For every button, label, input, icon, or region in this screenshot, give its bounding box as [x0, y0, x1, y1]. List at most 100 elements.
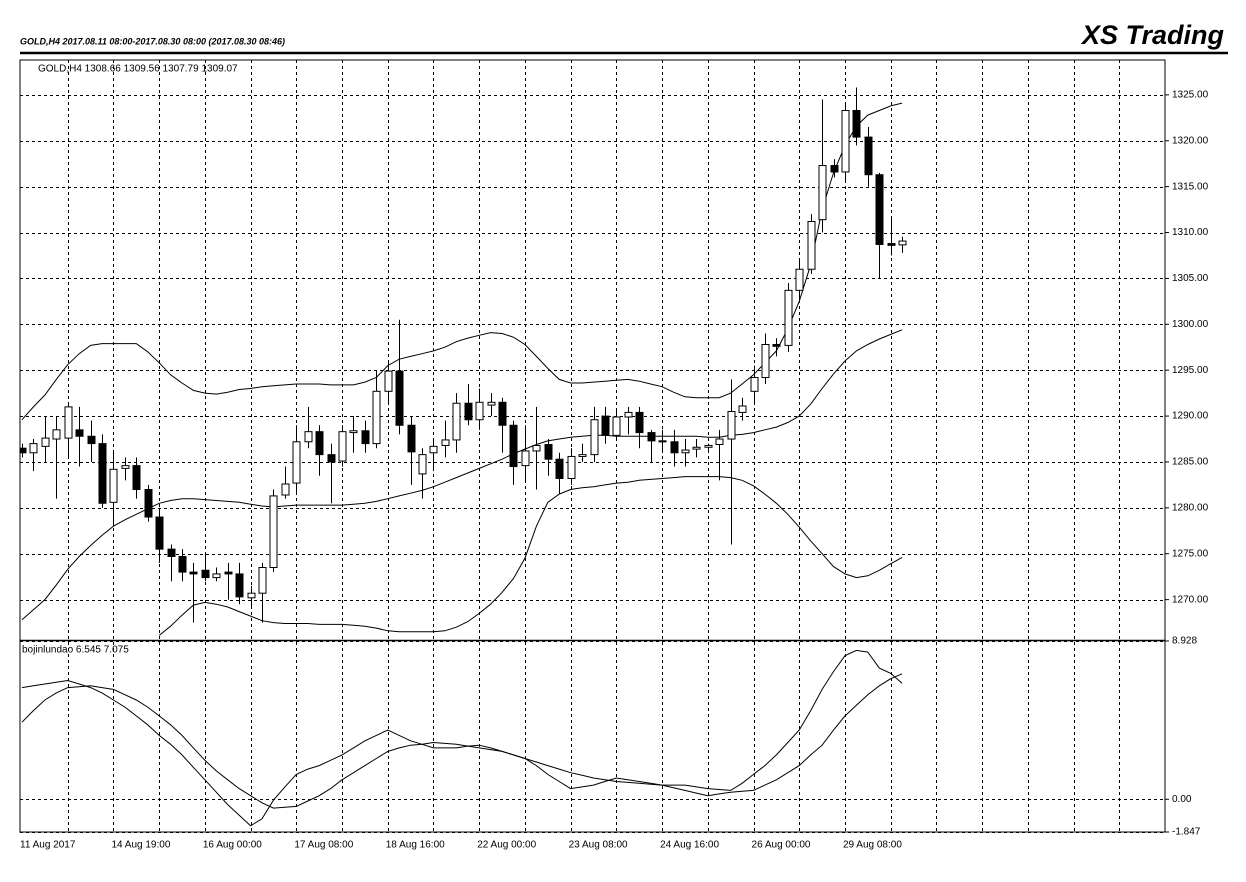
x-tick-label: 23 Aug 08:00	[569, 840, 628, 851]
candle-body	[852, 109, 861, 138]
candle-body	[875, 174, 884, 245]
candle-body	[338, 431, 347, 462]
y-tick-label: 8.928	[1172, 636, 1197, 647]
candle-body	[795, 268, 804, 291]
candle-body	[509, 424, 518, 468]
candle-body	[155, 516, 164, 550]
candle-body	[635, 411, 644, 434]
candle-body	[784, 289, 793, 346]
candle-body	[20, 447, 27, 454]
header-info: GOLD,H4 2017.08.11 08:00-2017.08.30 08:0…	[20, 36, 285, 46]
candle-body	[212, 573, 221, 579]
candle-body	[807, 221, 816, 270]
candle-body	[247, 592, 256, 599]
candle-body	[361, 430, 370, 445]
candle-body	[612, 416, 621, 436]
candle-body	[830, 165, 839, 173]
candle-body	[349, 430, 358, 434]
candle-body	[658, 440, 667, 443]
candle-body	[395, 370, 404, 426]
candle-body	[327, 454, 336, 463]
candle-body	[235, 573, 244, 598]
candle-body	[692, 446, 701, 450]
candle-body	[132, 465, 141, 490]
candle-body	[201, 569, 210, 579]
candle-body	[464, 402, 473, 421]
candle-body	[647, 432, 656, 442]
y-tick-label: 1295.00	[1172, 365, 1209, 376]
candle-body	[418, 454, 427, 475]
candle-body	[64, 406, 73, 439]
candle-body	[887, 243, 896, 246]
y-tick-label: 1290.00	[1172, 411, 1209, 422]
plot-area	[21, 649, 903, 827]
candle-body	[841, 109, 850, 173]
candle-body	[601, 415, 610, 436]
candle-body	[521, 450, 530, 467]
candle-body	[167, 548, 176, 557]
y-tick-label: -1.847	[1172, 827, 1201, 838]
panel-label: GOLD,H4 1308.66 1309.56 1307.79 1309.07	[38, 64, 238, 75]
candle-body	[304, 431, 313, 443]
candle-body	[670, 441, 679, 454]
y-tick-label: 1310.00	[1172, 227, 1209, 238]
candle-body	[898, 240, 907, 246]
candle-body	[452, 402, 461, 441]
x-tick-label: 24 Aug 16:00	[660, 840, 719, 851]
candle-body	[590, 419, 599, 456]
candle-body	[532, 444, 541, 452]
candle-body	[258, 567, 267, 594]
candle-body	[52, 429, 61, 440]
line-series	[21, 102, 903, 421]
candle-body	[738, 405, 747, 413]
y-tick-label: 1305.00	[1172, 273, 1209, 284]
candle-body	[189, 571, 198, 575]
y-tick-label: 1285.00	[1172, 457, 1209, 468]
x-tick-label: 14 Aug 19:00	[111, 840, 170, 851]
candle-body	[98, 443, 107, 504]
candle-body	[121, 465, 130, 469]
y-tick-label: 1280.00	[1172, 502, 1209, 513]
y-tick-label: 1270.00	[1172, 594, 1209, 605]
line-series	[21, 673, 903, 809]
candle-body	[750, 377, 759, 392]
candle-body	[144, 488, 153, 518]
line-series	[21, 649, 903, 827]
candle-body	[727, 410, 736, 440]
y-tick-label: 0.00	[1172, 794, 1192, 805]
candle-body	[429, 445, 438, 454]
line-series	[158, 476, 903, 636]
panel-label: bojinlundao 6.545 7.075	[22, 645, 129, 656]
x-tick-label: 11 Aug 2017	[20, 840, 76, 851]
x-tick-label: 29 Aug 08:00	[843, 840, 902, 851]
x-tick-label: 26 Aug 00:00	[752, 840, 811, 851]
candle-body	[407, 424, 416, 453]
candle-body	[704, 444, 713, 448]
y-tick-label: 1320.00	[1172, 135, 1209, 146]
candle-body	[555, 458, 564, 479]
x-tick-label: 17 Aug 08:00	[294, 840, 353, 851]
candle-body	[772, 343, 781, 347]
y-tick-label: 1275.00	[1172, 548, 1209, 559]
candle-body	[87, 435, 96, 445]
x-tick-label: 22 Aug 00:00	[477, 840, 536, 851]
candle-body	[269, 495, 278, 568]
candle-body	[384, 370, 393, 392]
candle-body	[441, 439, 450, 446]
candle-body	[761, 343, 770, 379]
candle-body	[315, 431, 324, 456]
line-series	[21, 329, 903, 621]
candle-body	[292, 441, 301, 484]
candle-body	[224, 571, 233, 575]
candle-body	[178, 555, 187, 573]
candle-body	[864, 136, 873, 176]
candle-body	[624, 411, 633, 418]
y-tick-label: 1300.00	[1172, 319, 1209, 330]
candle-body	[475, 401, 484, 421]
candle-body	[818, 165, 827, 221]
brand: XS Trading	[1080, 20, 1225, 50]
candle-body	[109, 468, 118, 503]
candle-body	[567, 455, 576, 479]
